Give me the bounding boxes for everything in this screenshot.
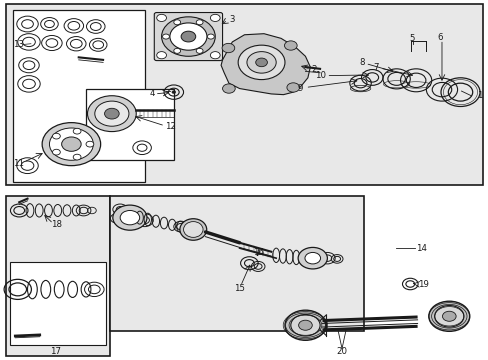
Circle shape bbox=[161, 17, 215, 56]
Ellipse shape bbox=[183, 222, 203, 237]
Text: 2: 2 bbox=[311, 65, 317, 74]
Text: 15: 15 bbox=[233, 284, 244, 293]
Text: 7: 7 bbox=[373, 63, 378, 72]
Text: 3: 3 bbox=[228, 15, 234, 24]
Circle shape bbox=[52, 133, 60, 139]
Circle shape bbox=[120, 211, 140, 225]
Text: 16: 16 bbox=[253, 248, 264, 257]
Circle shape bbox=[210, 14, 220, 22]
Circle shape bbox=[305, 252, 320, 264]
Circle shape bbox=[61, 137, 81, 151]
Circle shape bbox=[222, 43, 234, 53]
Circle shape bbox=[95, 101, 129, 126]
Circle shape bbox=[284, 41, 297, 50]
Bar bbox=[110, 196, 363, 330]
Text: 13: 13 bbox=[13, 40, 24, 49]
Circle shape bbox=[238, 45, 285, 80]
Text: 20: 20 bbox=[336, 347, 347, 356]
Bar bbox=[10, 262, 105, 345]
Circle shape bbox=[246, 51, 276, 73]
Circle shape bbox=[157, 14, 166, 22]
Polygon shape bbox=[221, 34, 310, 95]
Circle shape bbox=[42, 123, 101, 166]
Circle shape bbox=[290, 315, 320, 336]
Circle shape bbox=[73, 128, 81, 134]
Circle shape bbox=[207, 34, 214, 39]
Text: 1: 1 bbox=[476, 91, 482, 100]
Circle shape bbox=[171, 91, 175, 94]
Circle shape bbox=[298, 247, 327, 269]
FancyBboxPatch shape bbox=[154, 13, 222, 60]
Circle shape bbox=[222, 84, 235, 93]
Text: 19: 19 bbox=[417, 280, 427, 289]
Circle shape bbox=[173, 20, 180, 25]
Circle shape bbox=[286, 83, 299, 92]
Text: 9: 9 bbox=[297, 84, 302, 93]
Circle shape bbox=[210, 51, 220, 59]
Text: 4: 4 bbox=[149, 89, 155, 98]
Circle shape bbox=[52, 149, 60, 155]
Text: 6: 6 bbox=[436, 33, 442, 42]
Ellipse shape bbox=[180, 219, 206, 240]
Bar bbox=[5, 196, 110, 356]
Circle shape bbox=[157, 51, 166, 59]
Circle shape bbox=[428, 301, 469, 331]
Text: 18: 18 bbox=[51, 220, 62, 229]
Text: 11: 11 bbox=[13, 159, 24, 168]
Text: 5: 5 bbox=[408, 34, 414, 43]
Bar bbox=[13, 10, 144, 182]
Text: 17: 17 bbox=[50, 347, 61, 356]
Text: 10: 10 bbox=[315, 71, 325, 80]
Text: 14: 14 bbox=[415, 244, 426, 253]
Circle shape bbox=[196, 48, 203, 53]
Circle shape bbox=[298, 320, 312, 330]
Circle shape bbox=[434, 306, 463, 327]
Circle shape bbox=[169, 23, 206, 50]
Circle shape bbox=[255, 58, 267, 67]
Circle shape bbox=[162, 34, 169, 39]
Bar bbox=[86, 89, 173, 160]
Circle shape bbox=[86, 141, 94, 147]
Circle shape bbox=[285, 310, 325, 340]
Text: 8: 8 bbox=[358, 58, 364, 67]
Circle shape bbox=[442, 311, 455, 321]
Circle shape bbox=[196, 20, 203, 25]
Circle shape bbox=[104, 108, 119, 119]
Circle shape bbox=[73, 154, 81, 160]
Circle shape bbox=[173, 48, 180, 53]
Bar bbox=[5, 4, 483, 185]
Circle shape bbox=[181, 31, 195, 42]
Text: 12: 12 bbox=[165, 122, 176, 131]
Circle shape bbox=[113, 205, 147, 230]
Circle shape bbox=[49, 128, 93, 160]
Circle shape bbox=[87, 96, 136, 132]
